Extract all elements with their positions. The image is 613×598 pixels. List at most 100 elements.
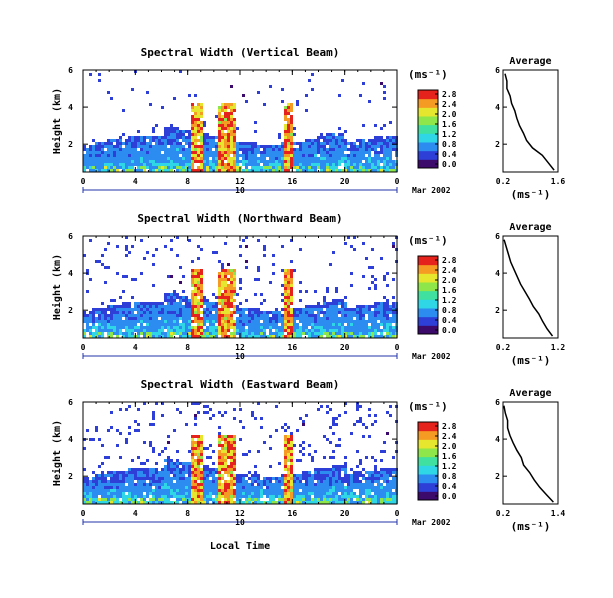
heatmap-cell xyxy=(293,477,296,480)
heatmap-cell xyxy=(194,414,197,417)
heatmap-cell xyxy=(383,314,386,317)
heatmap-cell xyxy=(278,160,281,163)
heatmap-cell xyxy=(332,305,335,308)
heatmap-cell xyxy=(155,160,158,163)
heatmap-cell xyxy=(362,320,365,323)
heatmap-cell xyxy=(167,486,170,489)
heatmap-cell xyxy=(272,492,275,495)
heatmap-cell xyxy=(146,136,149,139)
heatmap-cell xyxy=(194,281,197,284)
heatmap-cell xyxy=(383,305,386,308)
heatmap-cell xyxy=(152,495,155,498)
heatmap-cell xyxy=(155,326,158,329)
heatmap-cell xyxy=(326,142,329,145)
heatmap-cell xyxy=(113,311,116,314)
heatmap-cell xyxy=(194,495,197,498)
heatmap-cell xyxy=(128,483,131,486)
heatmap-cell xyxy=(161,323,164,326)
heatmap-cell xyxy=(305,160,308,163)
heatmap-cell xyxy=(344,311,347,314)
heatmap-cell xyxy=(371,160,374,163)
heatmap-cell xyxy=(125,275,128,278)
heatmap-cell xyxy=(176,474,179,477)
heatmap-cell xyxy=(125,326,128,329)
heatmap-cell xyxy=(233,308,236,311)
heatmap-cell xyxy=(137,456,140,459)
heatmap-cell xyxy=(260,151,263,154)
heatmap-cell xyxy=(257,145,260,148)
heatmap-cell xyxy=(353,492,356,495)
heatmap-cell xyxy=(152,154,155,157)
heatmap-cell xyxy=(230,290,233,293)
heatmap-cell xyxy=(128,432,131,435)
heatmap-cell xyxy=(122,166,125,169)
heatmap-cell xyxy=(374,160,377,163)
heatmap-cell xyxy=(392,296,395,299)
heatmap-cell xyxy=(143,326,146,329)
heatmap-cell xyxy=(200,127,203,130)
heatmap-cell xyxy=(95,142,98,145)
heatmap-cell xyxy=(206,142,209,145)
heatmap-cell xyxy=(257,495,260,498)
heatmap-cell xyxy=(344,154,347,157)
heatmap-cell xyxy=(275,332,278,335)
heatmap-cell xyxy=(188,326,191,329)
heatmap-cell xyxy=(332,486,335,489)
heatmap-cell xyxy=(230,287,233,290)
heatmap-cell xyxy=(326,317,329,320)
heatmap-cell xyxy=(158,474,161,477)
heatmap-cell xyxy=(344,145,347,148)
heatmap-cell xyxy=(386,311,389,314)
heatmap-cell xyxy=(101,163,104,166)
heatmap-cell xyxy=(143,163,146,166)
heatmap-cell xyxy=(230,109,233,112)
heatmap-cell xyxy=(203,299,206,302)
heatmap-cell xyxy=(218,465,221,468)
heatmap-cell xyxy=(254,317,257,320)
heatmap-cell xyxy=(227,447,230,450)
heatmap-cell xyxy=(227,492,230,495)
heatmap-cell xyxy=(245,100,248,103)
heatmap-cell xyxy=(233,163,236,166)
heatmap-cell xyxy=(95,480,98,483)
heatmap-cell xyxy=(134,429,137,432)
heatmap-cell xyxy=(332,317,335,320)
heatmap-cell xyxy=(149,160,152,163)
heatmap-cell xyxy=(230,320,233,323)
heatmap-cell xyxy=(158,163,161,166)
heatmap-cell xyxy=(92,145,95,148)
heatmap-cell xyxy=(308,139,311,142)
heatmap-cell xyxy=(368,492,371,495)
heatmap-cell xyxy=(233,326,236,329)
heatmap-cell xyxy=(338,148,341,151)
colorbar-tick-label: 0.0 xyxy=(442,326,457,335)
heatmap-cell xyxy=(158,166,161,169)
heatmap-cell xyxy=(194,133,197,136)
heatmap-cell xyxy=(161,414,164,417)
heatmap-cell xyxy=(380,486,383,489)
heatmap-cell xyxy=(242,145,245,148)
heatmap-cell xyxy=(260,311,263,314)
heatmap-cell xyxy=(191,272,194,275)
heatmap-cell xyxy=(320,495,323,498)
heatmap-cell xyxy=(134,308,137,311)
heatmap-cell xyxy=(350,432,353,435)
heatmap-cell xyxy=(167,157,170,160)
heatmap-cell xyxy=(338,163,341,166)
heatmap-cell xyxy=(290,323,293,326)
heatmap-cell xyxy=(218,160,221,163)
heatmap-cell xyxy=(98,160,101,163)
heatmap-cell xyxy=(233,305,236,308)
heatmap-cell xyxy=(194,284,197,287)
heatmap-cell xyxy=(158,477,161,480)
heatmap-cell xyxy=(365,480,368,483)
heatmap-cell xyxy=(296,498,299,501)
x-tick-label: 16 xyxy=(288,343,298,352)
heatmap-cell xyxy=(305,474,308,477)
heatmap-cell xyxy=(248,317,251,320)
heatmap-cell xyxy=(386,142,389,145)
heatmap-cell xyxy=(290,447,293,450)
heatmap-cell xyxy=(392,305,395,308)
heatmap-cell xyxy=(302,160,305,163)
heatmap-cell xyxy=(257,311,260,314)
